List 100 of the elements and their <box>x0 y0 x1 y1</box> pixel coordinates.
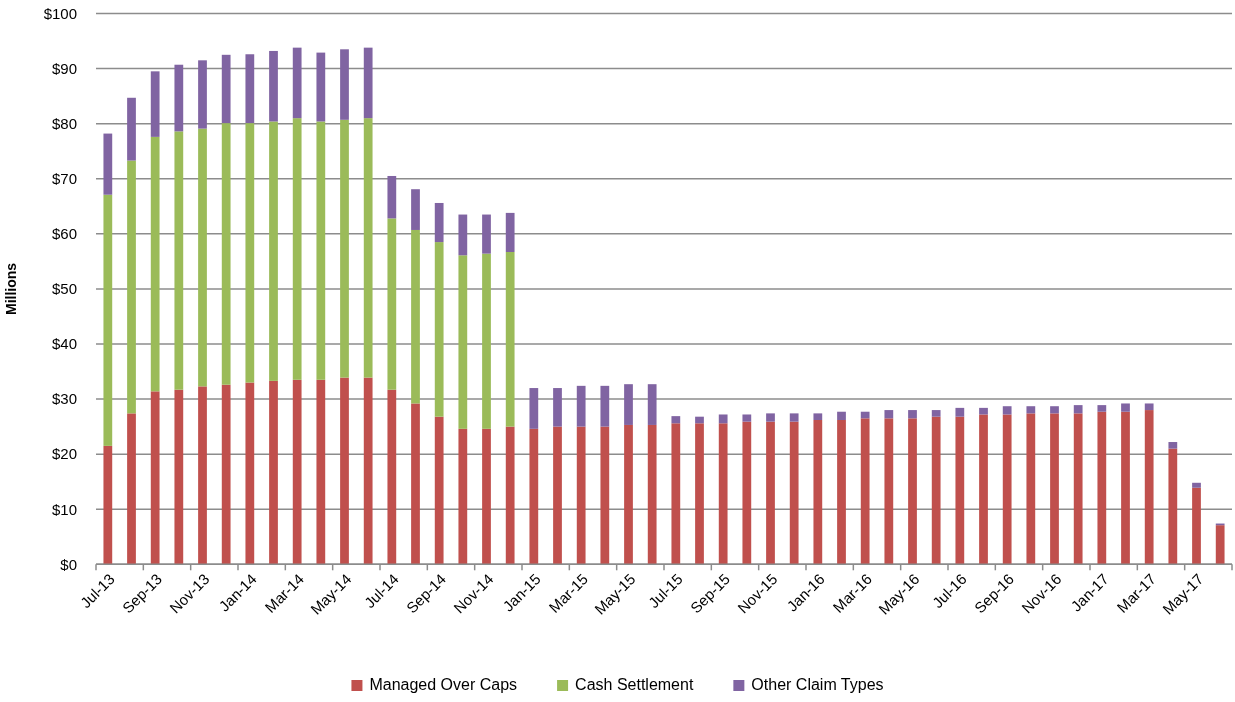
bar <box>458 255 468 429</box>
bar <box>624 424 633 565</box>
bar <box>340 377 349 565</box>
bar <box>245 123 255 383</box>
bar <box>292 47 302 119</box>
bar <box>837 411 846 420</box>
bar <box>387 218 397 390</box>
bar <box>837 419 846 565</box>
bar <box>1144 403 1154 411</box>
bar <box>576 385 586 427</box>
bar <box>600 426 610 565</box>
bar <box>198 128 207 387</box>
bar <box>1168 442 1178 449</box>
bar <box>647 424 657 565</box>
bar <box>979 414 988 565</box>
bar <box>979 407 988 415</box>
bar <box>884 418 894 565</box>
bar <box>292 118 302 380</box>
y-tick-label: $0 <box>60 555 77 573</box>
bar <box>340 49 349 120</box>
bar <box>127 160 136 414</box>
bar <box>245 54 255 124</box>
bar <box>1097 411 1107 565</box>
y-tick-label: $10 <box>51 500 77 518</box>
bar <box>553 388 562 427</box>
bar <box>269 121 278 381</box>
bar <box>1050 413 1059 565</box>
bar <box>363 47 373 119</box>
y-tick-label: $60 <box>51 225 77 243</box>
bar <box>127 97 136 161</box>
bar <box>695 423 704 565</box>
bar <box>505 252 515 427</box>
y-tick-label: $70 <box>51 170 77 188</box>
bar <box>1026 406 1036 414</box>
bar <box>505 426 515 565</box>
bar <box>789 421 799 565</box>
bar <box>1002 406 1012 415</box>
bar <box>931 416 941 565</box>
bar <box>1073 405 1083 414</box>
bar <box>363 118 373 378</box>
bar <box>813 419 823 565</box>
legend-label: Managed Over Caps <box>369 676 518 694</box>
bar <box>1073 413 1083 565</box>
bar <box>269 380 278 565</box>
bar <box>316 52 326 122</box>
bar <box>600 385 610 427</box>
bar <box>103 133 113 195</box>
bar <box>174 64 184 132</box>
bar <box>411 403 420 565</box>
bar <box>624 384 633 425</box>
bar <box>458 428 468 565</box>
bar <box>553 426 562 565</box>
legend-label: Cash Settlement <box>575 676 694 694</box>
bar <box>742 421 752 565</box>
bar <box>482 253 491 429</box>
y-tick-label: $30 <box>51 390 77 408</box>
bar <box>860 418 870 565</box>
bar <box>860 411 870 419</box>
bar <box>292 379 302 565</box>
bar <box>103 445 113 565</box>
bar <box>884 410 894 419</box>
bar <box>458 214 468 256</box>
bar <box>1144 410 1154 565</box>
bar <box>908 410 917 419</box>
bar <box>434 202 444 243</box>
bar <box>340 119 349 378</box>
bar <box>198 386 207 565</box>
bar <box>647 384 657 425</box>
bar <box>1192 487 1201 565</box>
bar <box>482 428 491 565</box>
bar <box>316 121 326 380</box>
bar <box>434 242 444 417</box>
bar <box>766 421 775 565</box>
y-tick-label: $80 <box>51 114 77 132</box>
bar <box>198 60 207 129</box>
bar <box>718 423 728 565</box>
bar <box>931 410 941 417</box>
bar <box>789 413 799 422</box>
bar <box>718 414 728 424</box>
bar <box>1050 406 1059 414</box>
bar <box>245 382 255 565</box>
bar <box>1121 403 1130 412</box>
bar <box>174 389 184 565</box>
bar <box>955 416 965 565</box>
bar <box>908 418 917 565</box>
bar <box>150 71 160 137</box>
bar <box>387 389 397 565</box>
y-tick-label: $50 <box>51 280 77 298</box>
bar <box>174 131 184 390</box>
bar <box>269 50 278 122</box>
bar <box>671 416 681 424</box>
bar <box>529 428 539 565</box>
legend-label: Other Claim Types <box>751 676 884 694</box>
y-tick-label: $20 <box>51 445 77 463</box>
bar <box>1097 405 1107 412</box>
bar <box>505 212 515 252</box>
bar <box>103 194 113 446</box>
bar <box>813 413 823 420</box>
bar <box>411 229 420 404</box>
bar <box>742 414 752 422</box>
